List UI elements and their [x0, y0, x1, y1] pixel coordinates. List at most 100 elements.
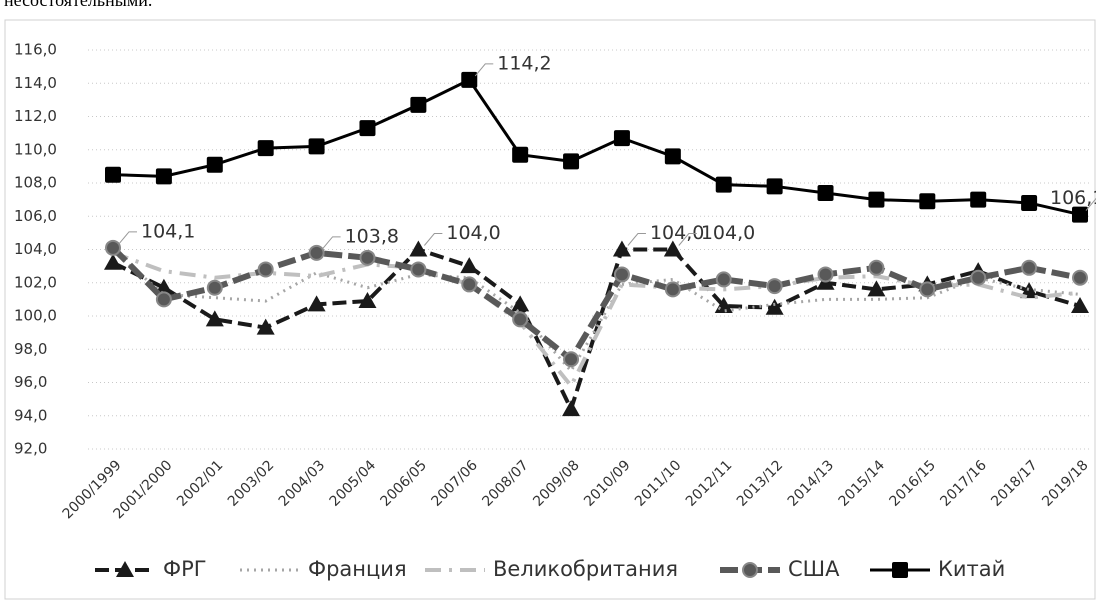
point — [359, 249, 376, 266]
series-line — [112, 78, 1081, 217]
y-tick-label: 96,0 — [14, 373, 47, 391]
y-tick-label: 100,0 — [14, 307, 57, 325]
y-tick-label: 110,0 — [14, 140, 57, 158]
point — [257, 140, 274, 157]
legend-marker — [116, 561, 134, 577]
point — [308, 138, 325, 155]
point — [563, 351, 580, 368]
point — [410, 96, 427, 113]
legend-label: ФРГ — [163, 557, 207, 581]
point — [817, 266, 834, 283]
x-tick-label: 2018/17 — [988, 457, 1040, 509]
point — [409, 240, 428, 257]
point — [206, 156, 223, 173]
point — [359, 120, 376, 137]
x-tick-label: 2011/10 — [632, 457, 684, 509]
point — [206, 279, 223, 296]
data-label: 106,1 — [1050, 187, 1096, 209]
data-label: 104,0 — [701, 222, 755, 244]
point — [868, 259, 885, 276]
point — [205, 310, 224, 327]
point — [715, 271, 732, 288]
legend-marker — [742, 562, 758, 578]
x-tick-label: 2008/07 — [479, 457, 531, 509]
x-tick-label: 2019/18 — [1039, 457, 1091, 509]
point — [766, 278, 783, 295]
y-tick-label: 98,0 — [14, 340, 47, 358]
point — [155, 291, 172, 308]
point — [511, 295, 530, 312]
leader-line — [322, 236, 341, 250]
point — [715, 176, 732, 193]
x-tick-label: 2012/11 — [683, 457, 735, 509]
x-tick-label: 2003/02 — [225, 457, 277, 509]
point — [868, 191, 885, 208]
y-tick-label: 104,0 — [14, 240, 57, 258]
point — [765, 298, 784, 315]
point — [613, 266, 630, 283]
y-tick-label: 114,0 — [14, 74, 57, 92]
point — [256, 318, 275, 335]
point — [257, 261, 274, 278]
point — [766, 178, 783, 195]
legend-marker — [892, 562, 908, 578]
point — [663, 240, 682, 257]
point — [512, 146, 529, 163]
point — [970, 269, 987, 286]
leader-line — [118, 231, 137, 245]
point — [919, 281, 936, 298]
point — [461, 276, 478, 293]
leader-line — [474, 63, 494, 77]
x-tick-label: 2007/06 — [428, 457, 481, 510]
x-tick-label: 2009/08 — [530, 457, 582, 509]
point — [563, 153, 580, 170]
legend-label: Китай — [938, 557, 1005, 581]
leader-line — [627, 233, 646, 246]
data-label: 104,0 — [446, 222, 500, 244]
point — [817, 184, 834, 201]
point — [664, 148, 681, 165]
point — [308, 244, 325, 261]
point — [919, 193, 936, 210]
point — [562, 400, 581, 417]
point — [613, 130, 630, 147]
x-tick-label: 2014/13 — [785, 457, 837, 509]
data-label: 103,8 — [345, 225, 399, 247]
x-tick-label: 2006/05 — [378, 457, 430, 509]
point — [1071, 297, 1089, 314]
point — [410, 261, 427, 278]
point — [104, 253, 122, 270]
series-line — [112, 247, 1081, 415]
leader-line — [1085, 198, 1096, 211]
point — [155, 168, 172, 185]
legend-label: Франция — [308, 557, 407, 581]
x-tick-label: 2005/04 — [327, 457, 380, 510]
point — [105, 239, 121, 256]
y-tick-label: 92,0 — [14, 440, 47, 458]
x-tick-label: 2010/09 — [581, 457, 633, 509]
point — [970, 191, 987, 208]
point — [1021, 194, 1038, 211]
x-tick-label: 2013/12 — [734, 457, 786, 509]
x-tick-label: 2016/15 — [887, 457, 939, 509]
point — [1021, 259, 1038, 276]
x-tick-label: 2004/03 — [276, 457, 328, 509]
point — [1020, 282, 1039, 299]
point — [105, 166, 121, 183]
data-label: 104,1 — [141, 220, 195, 242]
y-tick-label: 112,0 — [14, 107, 57, 125]
x-tick-label: 2002/01 — [174, 457, 226, 509]
chart-frame — [4, 19, 1096, 600]
x-tick-label: 2015/14 — [836, 457, 889, 510]
point — [307, 295, 326, 312]
data-label: 104,0 — [650, 222, 704, 244]
point — [1072, 206, 1088, 223]
point — [867, 280, 886, 297]
legend: ФРГ Франция Великобритания США Китай — [95, 557, 1005, 581]
y-tick-label: 94,0 — [14, 406, 47, 424]
point — [461, 71, 478, 88]
leader-line — [423, 233, 443, 246]
y-tick-label: 102,0 — [14, 273, 57, 291]
